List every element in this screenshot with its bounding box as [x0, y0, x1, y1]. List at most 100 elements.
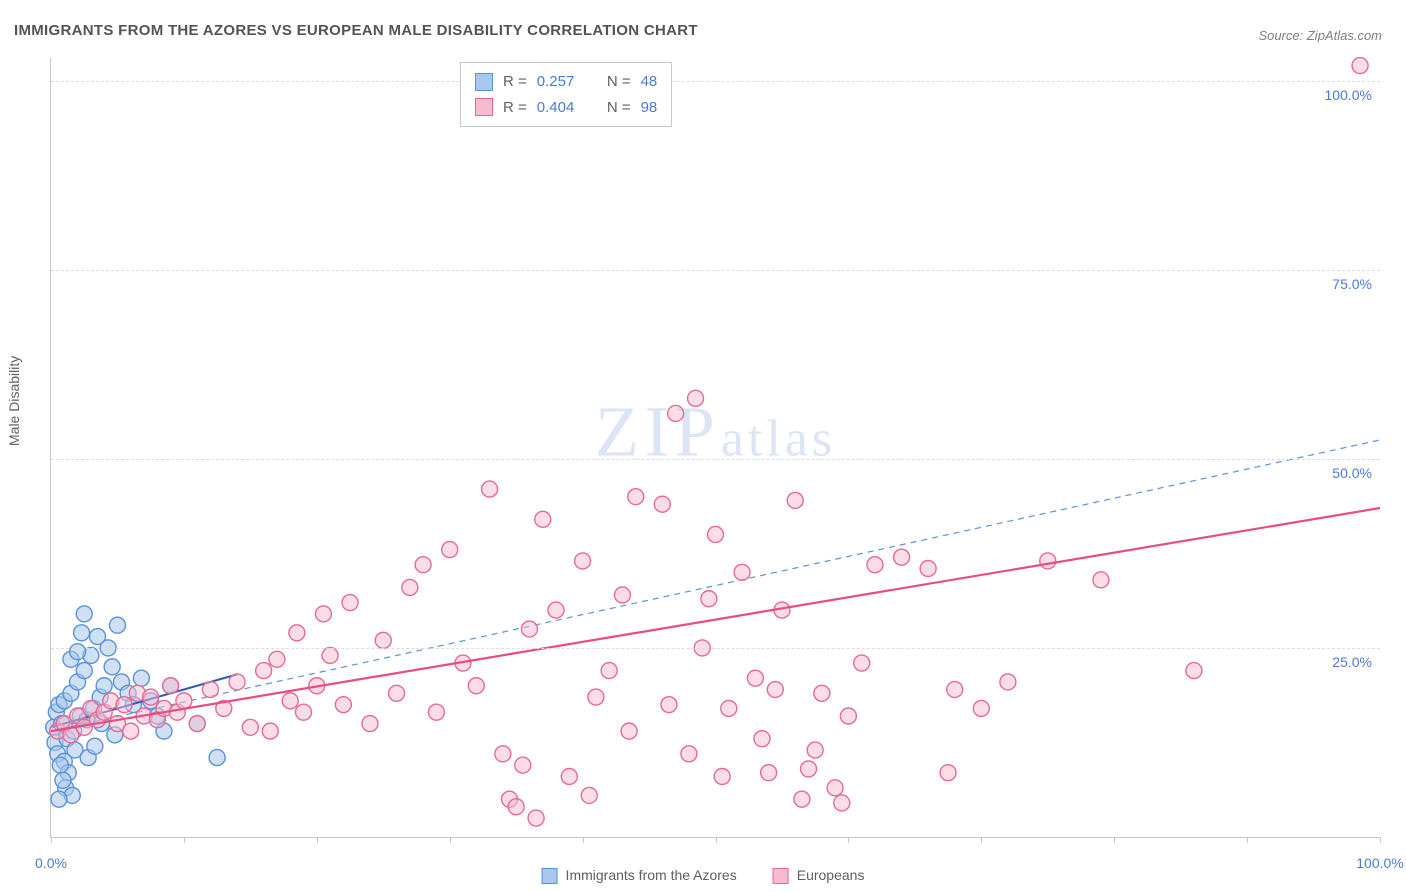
data-point-europeans [807, 742, 823, 758]
gridline [51, 270, 1380, 271]
data-point-europeans [269, 651, 285, 667]
data-point-europeans [1000, 674, 1016, 690]
data-point-azores [104, 659, 120, 675]
data-point-europeans [867, 557, 883, 573]
x-tick [317, 837, 318, 843]
data-point-europeans [256, 663, 272, 679]
data-point-europeans [535, 511, 551, 527]
data-point-europeans [787, 492, 803, 508]
data-point-europeans [920, 561, 936, 577]
x-tick [583, 837, 584, 843]
data-point-europeans [468, 678, 484, 694]
legend-swatch [475, 73, 493, 91]
series-legend: Immigrants from the AzoresEuropeans [542, 867, 865, 884]
data-point-europeans [834, 795, 850, 811]
legend-swatch [773, 868, 789, 884]
x-tick [716, 837, 717, 843]
data-point-europeans [973, 700, 989, 716]
data-point-europeans [1093, 572, 1109, 588]
source-label: Source: ZipAtlas.com [1258, 28, 1382, 43]
x-tick [1114, 837, 1115, 843]
legend-R-prefix: R = [503, 95, 527, 121]
chart-svg [51, 58, 1380, 837]
data-point-europeans [229, 674, 245, 690]
data-point-europeans [262, 723, 278, 739]
x-tick [1380, 837, 1381, 843]
plot-area: ZIPatlas 25.0%50.0%75.0%100.0%0.0%100.0% [50, 58, 1380, 838]
data-point-europeans [601, 663, 617, 679]
legend-row-europeans: R = 0.404 N = 98 [475, 95, 657, 121]
data-point-europeans [296, 704, 312, 720]
gridline [51, 459, 1380, 460]
data-point-europeans [940, 765, 956, 781]
data-point-europeans [854, 655, 870, 671]
data-point-europeans [721, 700, 737, 716]
data-point-azores [96, 678, 112, 694]
data-point-azores [133, 670, 149, 686]
data-point-europeans [548, 602, 564, 618]
data-point-europeans [1040, 553, 1056, 569]
series-legend-label: Immigrants from the Azores [566, 867, 737, 883]
data-point-europeans [482, 481, 498, 497]
data-point-europeans [654, 496, 670, 512]
data-point-europeans [734, 564, 750, 580]
legend-N-value: 98 [641, 95, 658, 121]
data-point-europeans [428, 704, 444, 720]
y-tick-label: 75.0% [1332, 276, 1372, 292]
data-point-europeans [389, 685, 405, 701]
data-point-europeans [614, 587, 630, 603]
y-tick-label: 50.0% [1332, 465, 1372, 481]
legend-N-prefix: N = [607, 69, 631, 95]
data-point-europeans [342, 595, 358, 611]
data-point-europeans [575, 553, 591, 569]
data-point-azores [52, 757, 68, 773]
data-point-europeans [289, 625, 305, 641]
legend-N-value: 48 [641, 69, 658, 95]
data-point-europeans [814, 685, 830, 701]
chart-title: IMMIGRANTS FROM THE AZORES VS EUROPEAN M… [14, 22, 698, 39]
data-point-europeans [754, 731, 770, 747]
data-point-europeans [521, 621, 537, 637]
data-point-europeans [1352, 58, 1368, 74]
data-point-europeans [282, 693, 298, 709]
gridline [51, 81, 1380, 82]
data-point-europeans [668, 405, 684, 421]
data-point-europeans [747, 670, 763, 686]
data-point-europeans [322, 647, 338, 663]
data-point-europeans [827, 780, 843, 796]
data-point-europeans [947, 682, 963, 698]
x-tick [1247, 837, 1248, 843]
data-point-europeans [714, 768, 730, 784]
data-point-europeans [1186, 663, 1202, 679]
data-point-azores [76, 663, 92, 679]
data-point-azores [74, 625, 90, 641]
y-tick-label: 25.0% [1332, 654, 1372, 670]
x-tick [981, 837, 982, 843]
x-tick [184, 837, 185, 843]
data-point-europeans [894, 549, 910, 565]
data-point-europeans [628, 489, 644, 505]
data-point-europeans [767, 682, 783, 698]
data-point-europeans [362, 716, 378, 732]
data-point-europeans [315, 606, 331, 622]
legend-row-azores: R = 0.257 N = 48 [475, 69, 657, 95]
data-point-europeans [176, 693, 192, 709]
data-point-europeans [202, 682, 218, 698]
data-point-europeans [561, 768, 577, 784]
series-legend-item-azores: Immigrants from the Azores [542, 867, 737, 884]
data-point-europeans [116, 697, 132, 713]
gridline [51, 648, 1380, 649]
data-point-europeans [415, 557, 431, 573]
data-point-europeans [528, 810, 544, 826]
correlation-legend: R = 0.257 N = 48R = 0.404 N = 98 [460, 62, 672, 127]
data-point-azores [76, 606, 92, 622]
data-point-europeans [508, 799, 524, 815]
data-point-europeans [801, 761, 817, 777]
data-point-europeans [123, 723, 139, 739]
x-tick [51, 837, 52, 843]
legend-swatch [475, 98, 493, 116]
data-point-europeans [515, 757, 531, 773]
data-point-europeans [242, 719, 258, 735]
data-point-azores [109, 617, 125, 633]
x-tick-label: 0.0% [35, 855, 67, 871]
